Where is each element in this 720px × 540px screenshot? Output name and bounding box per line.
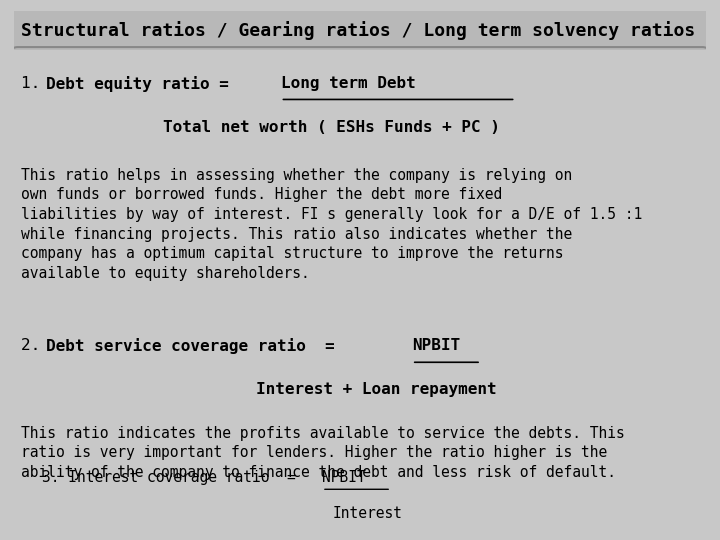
Text: Structural ratios / Gearing ratios / Long term solvency ratios: Structural ratios / Gearing ratios / Lon… <box>22 21 696 40</box>
Text: This ratio helps in assessing whether the company is relying on
own funds or bor: This ratio helps in assessing whether th… <box>22 168 642 281</box>
Text: Debt service coverage ratio  =: Debt service coverage ratio = <box>45 339 344 354</box>
Text: NPBIT: NPBIT <box>322 470 366 484</box>
Text: 3. Interest coverage ratio  =: 3. Interest coverage ratio = <box>42 470 313 484</box>
Text: Long term Debt: Long term Debt <box>281 76 415 91</box>
Text: Debt equity ratio =: Debt equity ratio = <box>45 76 257 92</box>
FancyBboxPatch shape <box>14 11 706 50</box>
Text: 2.: 2. <box>22 339 50 353</box>
Text: 1.: 1. <box>22 76 50 91</box>
Text: This ratio indicates the profits available to service the debts. This
ratio is v: This ratio indicates the profits availab… <box>22 426 625 480</box>
Text: Interest + Loan repayment: Interest + Loan repayment <box>256 382 497 397</box>
Text: Interest: Interest <box>333 506 402 521</box>
Text: NPBIT: NPBIT <box>412 339 460 353</box>
Text: Total net worth ( ESHs Funds + PC ): Total net worth ( ESHs Funds + PC ) <box>163 120 500 134</box>
